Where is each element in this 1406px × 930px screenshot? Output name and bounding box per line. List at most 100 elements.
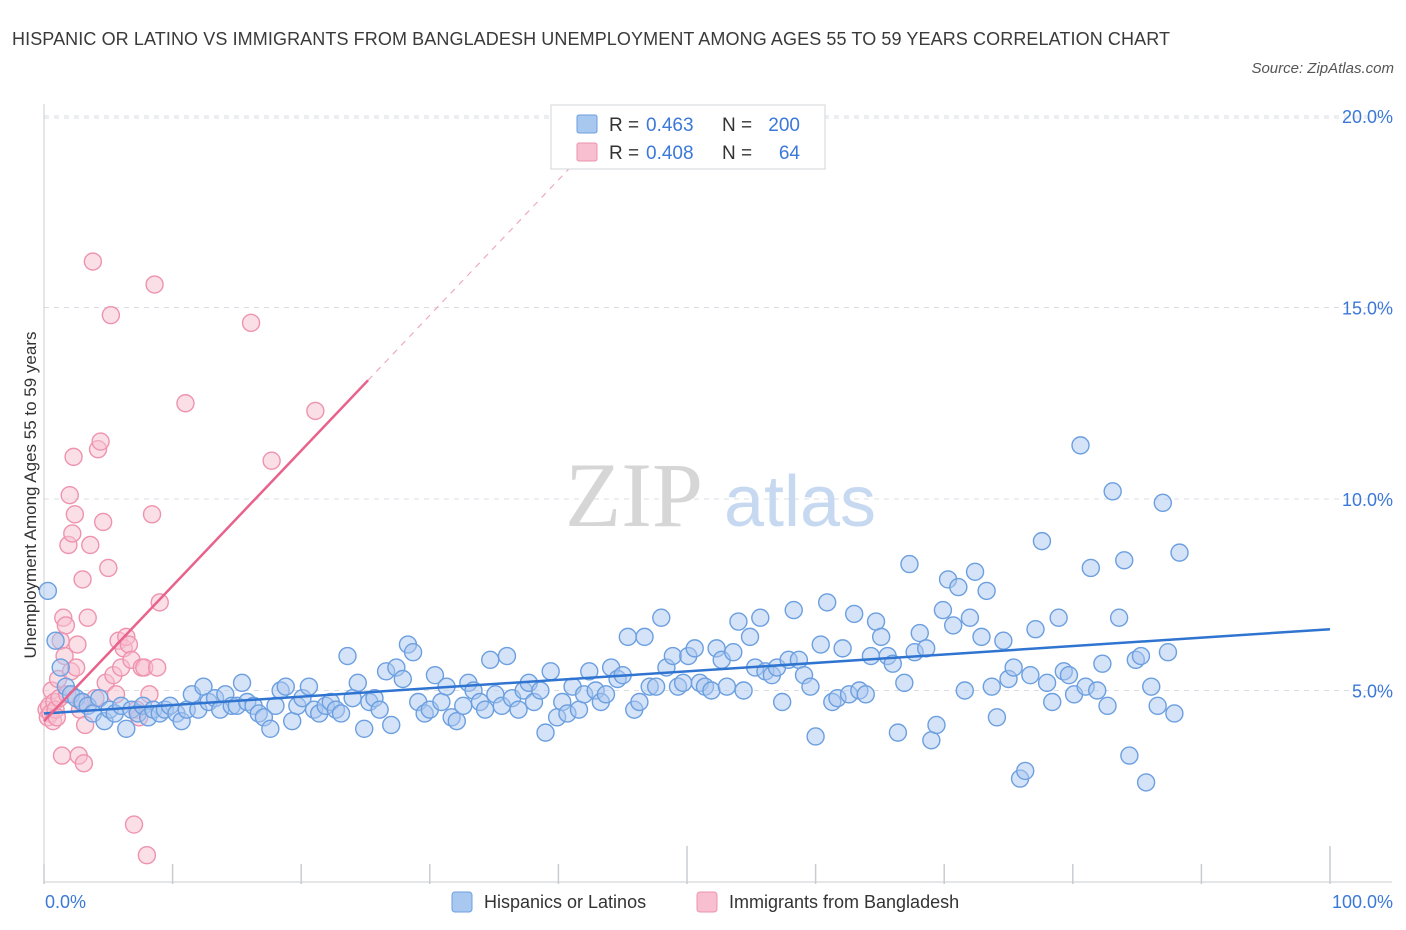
series-bangladesh-points xyxy=(37,252,325,865)
hispanic-point-74 xyxy=(447,711,467,731)
hispanic-point-79 xyxy=(475,700,495,719)
y-tick-label-1: 10.0% xyxy=(1342,490,1393,510)
hispanic-point-96 xyxy=(569,700,589,719)
hispanic-point-177 xyxy=(1016,761,1035,781)
hispanic-point-198 xyxy=(1131,646,1151,666)
legend-n-value-2: 64 xyxy=(779,143,801,164)
bangladesh-point-60 xyxy=(176,394,195,413)
bottom-legend-swatch-bangladesh xyxy=(696,891,718,913)
bangladesh-point-28 xyxy=(73,570,92,589)
y-tick-label-2: 15.0% xyxy=(1342,299,1393,319)
hispanic-point-160 xyxy=(922,731,941,750)
bangladesh-point-21 xyxy=(64,447,83,467)
hispanic-point-173 xyxy=(994,631,1013,650)
hispanic-point-154 xyxy=(888,723,908,742)
hispanic-point-126 xyxy=(734,681,753,700)
hispanic-point-115 xyxy=(673,673,693,693)
hispanic-point-169 xyxy=(972,627,991,647)
hispanic-point-164 xyxy=(944,616,963,635)
y-axis-title: Unemployment Among Ages 55 to 59 years xyxy=(21,332,40,659)
hispanic-point-117 xyxy=(685,639,704,658)
hispanic-point-89 xyxy=(531,681,550,700)
bangladesh-point-63 xyxy=(306,401,325,421)
hispanic-point-196 xyxy=(1120,746,1139,765)
hispanic-point-54 xyxy=(338,646,357,666)
hispanic-point-181 xyxy=(1037,673,1057,693)
hispanic-point-202 xyxy=(1153,493,1173,513)
x-tick-label-1: 100.0% xyxy=(1332,892,1393,912)
hispanic-point-193 xyxy=(1103,482,1122,501)
hispanic-point-91 xyxy=(541,662,560,681)
bangladesh-point-32 xyxy=(81,535,100,555)
hispanic-point-187 xyxy=(1071,436,1090,455)
bangladesh-point-49 xyxy=(124,815,144,834)
hispanic-point-165 xyxy=(949,577,968,597)
source-label: Source: ZipAtlas.com xyxy=(1251,60,1394,77)
hispanic-point-205 xyxy=(1170,543,1189,562)
hispanic-point-139 xyxy=(806,727,825,746)
bangladesh-point-39 xyxy=(99,558,118,578)
hispanic-point-194 xyxy=(1109,608,1129,627)
hispanic-point-105 xyxy=(618,627,638,647)
hispanic-point-150 xyxy=(866,612,886,631)
hispanic-point-140 xyxy=(811,635,830,654)
hispanic-point-201 xyxy=(1148,696,1167,716)
legend-n-label-2: N = xyxy=(722,143,752,164)
bangladesh-point-37 xyxy=(93,512,113,532)
bottom-legend-swatch-hispanic xyxy=(451,891,473,913)
hispanic-point-113 xyxy=(663,646,683,666)
bangladesh-point-24 xyxy=(68,635,87,654)
hispanic-point-172 xyxy=(987,708,1007,727)
hispanic-point-111 xyxy=(652,608,671,627)
hispanic-point-149 xyxy=(861,646,881,666)
bangladesh-point-59 xyxy=(150,593,169,612)
bangladesh-point-31 xyxy=(78,608,97,627)
hispanic-point-90 xyxy=(536,723,555,742)
hispanic-point-151 xyxy=(871,627,891,647)
hispanic-point-136 xyxy=(789,650,809,670)
hispanic-point-192 xyxy=(1098,696,1117,716)
bangladesh-point-15 xyxy=(56,616,76,635)
hispanic-point-144 xyxy=(833,639,852,658)
hispanic-point-125 xyxy=(729,612,748,631)
bangladesh-point-58 xyxy=(147,658,167,677)
hispanic-point-64 xyxy=(393,669,412,689)
hispanic-point-129 xyxy=(751,608,770,627)
hispanic-point-135 xyxy=(784,600,803,620)
chart-title: HISPANIC OR LATINO VS IMMIGRANTS FROM BA… xyxy=(12,29,1171,49)
hispanic-point-1 xyxy=(46,631,65,650)
hispanic-point-80 xyxy=(481,650,500,670)
hispanic-point-127 xyxy=(740,627,760,647)
hispanic-point-191 xyxy=(1093,654,1112,673)
hispanic-point-60 xyxy=(370,700,389,719)
hispanic-point-35 xyxy=(232,673,252,693)
hispanic-point-101 xyxy=(596,685,616,704)
hispanic-point-146 xyxy=(844,604,864,624)
hispanic-point-138 xyxy=(801,677,820,696)
hispanic-point-133 xyxy=(772,692,792,712)
legend-r-label-1: R = xyxy=(609,115,639,136)
hispanic-point-204 xyxy=(1165,704,1184,723)
bangladesh-point-20 xyxy=(63,524,82,543)
bangladesh-trend-line xyxy=(43,379,369,723)
hispanic-point-203 xyxy=(1158,643,1178,662)
hispanic-point-107 xyxy=(630,692,649,712)
bangladesh-point-29 xyxy=(74,754,94,773)
bangladesh-point-33 xyxy=(83,252,103,271)
hispanic-point-168 xyxy=(965,562,985,581)
x-tick-label-0: 0.0% xyxy=(45,892,86,912)
y-tick-label-0: 5.0% xyxy=(1352,682,1393,702)
legend-swatch-bangladesh xyxy=(576,142,598,162)
hispanic-point-9 xyxy=(90,688,109,708)
bangladesh-point-40 xyxy=(101,305,121,325)
hispanic-point-178 xyxy=(1021,665,1040,685)
series-legend: Hispanics or Latinos Immigrants from Ban… xyxy=(451,891,959,913)
hispanic-point-85 xyxy=(509,700,528,719)
hispanic-point-200 xyxy=(1142,677,1161,696)
bangladesh-point-36 xyxy=(91,432,110,451)
hispanic-point-62 xyxy=(382,715,401,735)
x-tick-labels: 0.0% 100.0% xyxy=(45,892,1393,912)
bangladesh-point-23 xyxy=(66,658,86,677)
hispanic-point-110 xyxy=(646,677,666,696)
